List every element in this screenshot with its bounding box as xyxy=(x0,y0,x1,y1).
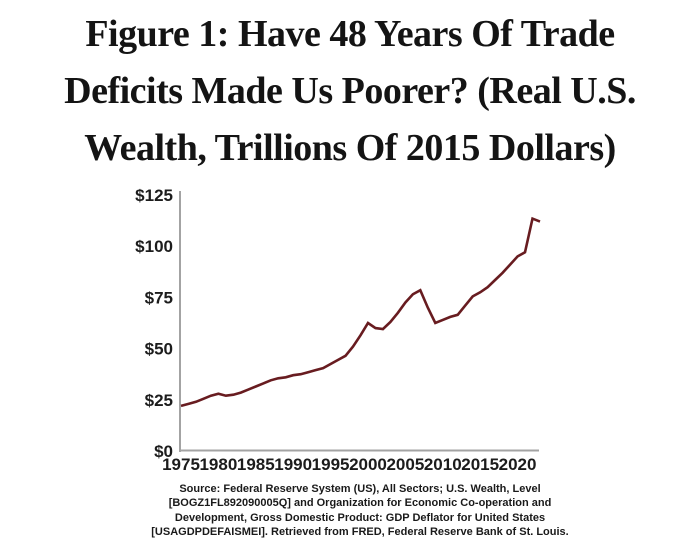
source-note-line-2: [BOGZ1FL892090005Q] and Organization for… xyxy=(168,497,552,510)
y-tick-label: $125 xyxy=(135,186,173,205)
y-tick-label: $50 xyxy=(145,340,173,359)
y-tick-label: $0 xyxy=(154,442,173,461)
figure-title-line-1: Figure 1: Have 48 Years Of Trade xyxy=(85,13,615,55)
x-tick-label: 1995 xyxy=(312,455,350,474)
source-note-line-3: Development, Gross Domestic Product: GDP… xyxy=(174,511,546,524)
y-tick-label: $100 xyxy=(135,237,173,256)
x-tick-label: 1990 xyxy=(274,455,312,474)
x-tick-label: 1985 xyxy=(237,455,275,474)
source-note: Source: Federal Reserve System (US), All… xyxy=(20,482,700,540)
x-tick-label: 2020 xyxy=(499,455,537,474)
x-tick-label: 2015 xyxy=(461,455,499,474)
source-note-line-1: Source: Federal Reserve System (US), All… xyxy=(179,483,541,495)
figure-title-line-2: Deficits Made Us Poorer? (Real U.S. xyxy=(64,70,636,112)
x-tick-label: 2005 xyxy=(386,455,424,474)
x-tick-label: 1980 xyxy=(199,455,237,474)
x-tick-label: 2010 xyxy=(424,455,462,474)
figure-title-line-3: Wealth, Trillions Of 2015 Dollars) xyxy=(84,127,616,169)
x-tick-label: 2000 xyxy=(349,455,387,474)
source-note-line-4: [USAGDPDEFAISMEI]. Retrieved from FRED, … xyxy=(151,526,569,539)
y-tick-label: $75 xyxy=(145,288,173,307)
wealth-line-series xyxy=(180,216,541,408)
figure-title: Figure 1: Have 48 Years Of Trade Deficit… xyxy=(0,6,700,177)
y-tick-label: $25 xyxy=(145,391,173,410)
x-tick-label: 1975 xyxy=(162,455,200,474)
